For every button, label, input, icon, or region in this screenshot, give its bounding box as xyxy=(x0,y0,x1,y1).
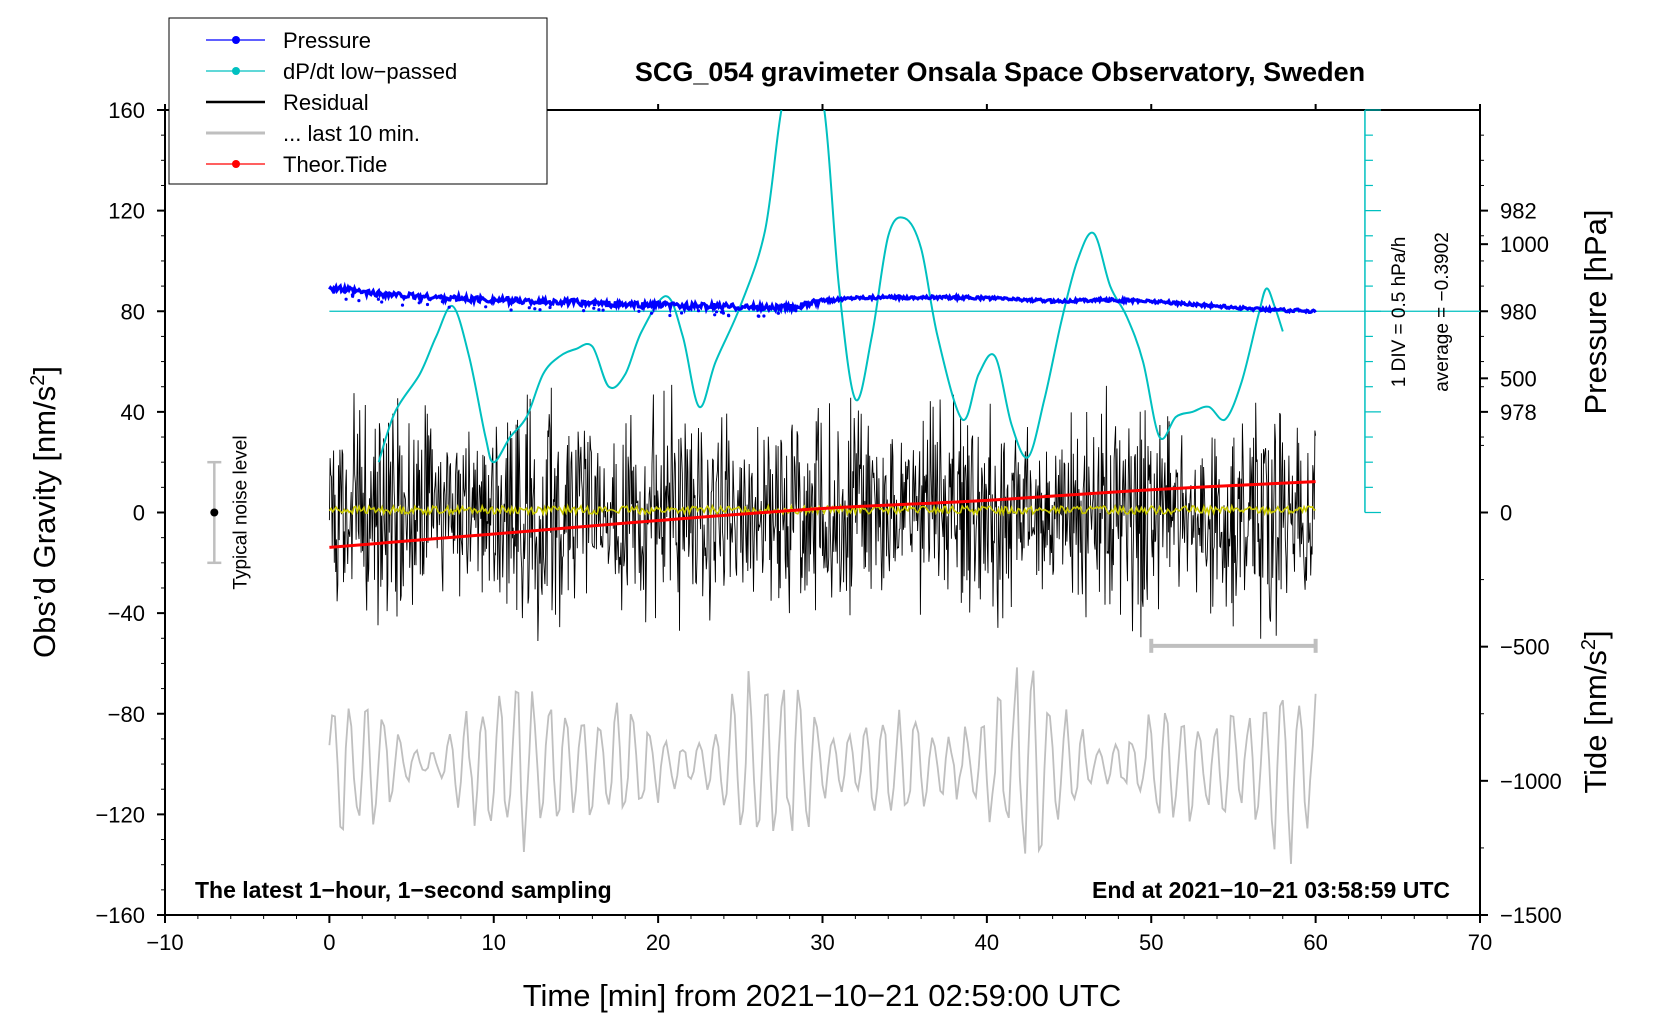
axes-ticks: −10 0 10 20 30 40 50 60 70 −160 −120 −80 −40 0 40 80 120… xyxy=(95,98,1561,955)
pressure-line xyxy=(328,281,1317,316)
pressure-tick-label: 980 xyxy=(1500,299,1537,324)
last10-line xyxy=(328,667,1317,864)
pressure-outlier-point xyxy=(649,311,654,315)
x-tick-label: 10 xyxy=(482,930,506,955)
pressure-outlier-point xyxy=(714,310,719,314)
pressure-outlier-point xyxy=(668,313,672,318)
legend-marker xyxy=(232,160,240,168)
pressure-outlier-point xyxy=(680,311,684,315)
pressure-axis-title: Pressure [hPa] xyxy=(1578,209,1613,414)
x-tick-label: −10 xyxy=(146,930,183,955)
legend-label: Theor.Tide xyxy=(283,152,387,177)
pressure-outlier-point xyxy=(527,306,531,310)
x-tick-label: 60 xyxy=(1303,930,1327,955)
pressure-outlier-point xyxy=(719,310,724,314)
tide-tick-label: −500 xyxy=(1500,635,1550,660)
pressure-outlier-point xyxy=(696,309,701,313)
pressure-outlier-point xyxy=(417,301,421,305)
y-tick-label: 120 xyxy=(108,199,145,224)
noise-bar-center-dot xyxy=(210,508,219,517)
legend-label: Pressure xyxy=(283,28,371,53)
last10-range-bar xyxy=(1149,638,1318,653)
pressure-outlier-point xyxy=(533,307,537,311)
pressure-outlier-point xyxy=(727,314,731,318)
pressure-outlier-point xyxy=(794,309,798,313)
legend-marker xyxy=(232,36,240,44)
tide-tick-label: 1000 xyxy=(1500,232,1549,257)
pressure-outlier-point xyxy=(509,308,513,312)
chart-title: SCG_054 gravimeter Onsala Space Observat… xyxy=(635,57,1365,87)
pressure-outlier-point xyxy=(380,300,384,304)
y-tick-label: 80 xyxy=(121,299,145,324)
y-tick-label: −40 xyxy=(108,601,145,626)
tide-tick-label: 0 xyxy=(1500,501,1512,526)
pressure-outlier-point xyxy=(548,305,552,310)
x-tick-label: 0 xyxy=(323,930,335,955)
pressure-outlier-point xyxy=(757,314,761,318)
dpdt-div-note: 1 DIV = 0.5 hPa/h xyxy=(1389,237,1410,388)
dpdt-series xyxy=(377,110,1284,464)
tide-tick-label: −1000 xyxy=(1500,769,1562,794)
y-tick-label: −120 xyxy=(95,802,145,827)
noise-bar-label: Typical noise level xyxy=(230,435,251,589)
pressure-outlier-point xyxy=(762,314,766,318)
residual-series xyxy=(328,384,1317,642)
pressure-outlier-point xyxy=(400,303,405,307)
tide-series xyxy=(329,480,1316,549)
pressure-outlier-point xyxy=(357,299,361,303)
dpdt-average-note: average = −0.3902 xyxy=(1432,232,1453,392)
y-tick-label: −80 xyxy=(108,702,145,727)
pressure-outlier-point xyxy=(776,311,781,315)
dpdt-line xyxy=(377,110,1284,464)
y-axis-title: Obs’d Gravity [nm/s2] xyxy=(27,366,62,658)
legend-label: dP/dt low−passed xyxy=(283,59,457,84)
x-tick-label: 30 xyxy=(810,930,834,955)
last10-series xyxy=(328,667,1317,864)
x-tick-label: 40 xyxy=(975,930,999,955)
pressure-tick-label: 978 xyxy=(1500,400,1537,425)
pressure-outlier-point xyxy=(440,300,444,304)
legend-marker xyxy=(232,67,240,75)
x-axis-title: Time [min] from 2021−10−21 02:59:00 UTC xyxy=(523,978,1122,1013)
end-time-note: End at 2021−10−21 03:58:59 UTC xyxy=(1092,877,1450,903)
y-tick-label: −160 xyxy=(95,903,145,928)
tide-tick-label: 500 xyxy=(1500,366,1537,391)
pressure-outlier-point xyxy=(332,290,336,294)
y-tick-label: 0 xyxy=(133,501,145,526)
tide-line xyxy=(329,480,1316,549)
y-tick-label: 160 xyxy=(108,98,145,123)
pressure-outlier-point xyxy=(344,297,348,301)
pressure-outlier-point xyxy=(376,297,380,301)
x-tick-label: 70 xyxy=(1468,930,1492,955)
pressure-outlier-point xyxy=(484,305,488,309)
pressure-tick-label: 982 xyxy=(1500,199,1537,224)
x-tick-label: 20 xyxy=(646,930,670,955)
y-tick-label: 40 xyxy=(121,400,145,425)
legend-label: Residual xyxy=(283,90,369,115)
noise-level-bar: Typical noise level xyxy=(207,435,251,590)
pressure-outlier-point xyxy=(425,302,430,307)
pressure-outlier-point xyxy=(582,309,586,313)
sampling-note: The latest 1−hour, 1−second sampling xyxy=(195,877,612,903)
legend: Pressure dP/dt low−passed Residual ... last… xyxy=(168,17,548,185)
tide-axis-title: Tide [nm/s2] xyxy=(1578,630,1613,793)
pressure-outlier-point xyxy=(538,308,542,312)
residual-line xyxy=(328,384,1317,642)
pressure-outlier-point xyxy=(637,309,641,313)
pressure-outlier-point xyxy=(350,293,354,297)
pressure-series xyxy=(328,281,1317,318)
pressure-outlier-point xyxy=(592,306,596,310)
pressure-outlier-point xyxy=(597,308,601,312)
pressure-outlier-point xyxy=(713,313,717,317)
legend-label: ... last 10 min. xyxy=(283,121,420,146)
tide-tick-label: −1500 xyxy=(1500,903,1562,928)
x-tick-label: 50 xyxy=(1139,930,1163,955)
pressure-outlier-point xyxy=(601,308,605,312)
pressure-outlier-point xyxy=(447,305,451,309)
